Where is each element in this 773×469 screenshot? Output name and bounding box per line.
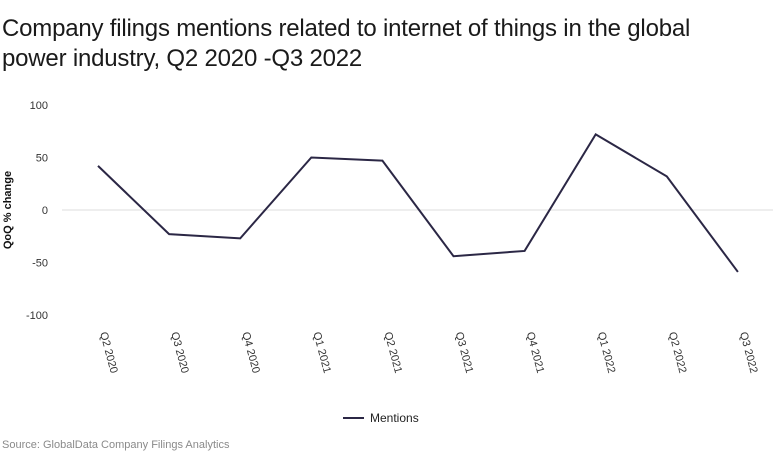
y-tick-label: 0	[42, 205, 48, 217]
series-line-mentions	[97, 133, 739, 273]
y-tick-label: 50	[36, 153, 48, 165]
y-tick-label: -50	[32, 258, 48, 270]
x-tick-label: Q3 2021	[453, 331, 476, 375]
x-tick-label: Q2 2021	[382, 331, 405, 375]
source-note: Source: GlobalData Company Filings Analy…	[2, 439, 230, 451]
y-tick-label: 100	[30, 100, 48, 112]
x-tick-label: Q1 2022	[595, 331, 618, 375]
legend-label: Mentions	[370, 411, 419, 425]
x-tick-label: Q3 2020	[168, 331, 191, 375]
x-tick-label: Q4 2021	[524, 331, 547, 375]
x-tick-label: Q1 2021	[310, 331, 333, 375]
x-tick-label: Q4 2020	[239, 331, 262, 375]
y-tick-label: -100	[26, 310, 48, 322]
x-tick-label: Q3 2022	[737, 331, 760, 375]
x-tick-label: Q2 2022	[666, 331, 689, 375]
y-axis-label: QoQ % change	[2, 171, 14, 249]
chart-title: Company filings mentions related to inte…	[2, 15, 691, 72]
x-tick-label: Q2 2020	[97, 331, 120, 375]
